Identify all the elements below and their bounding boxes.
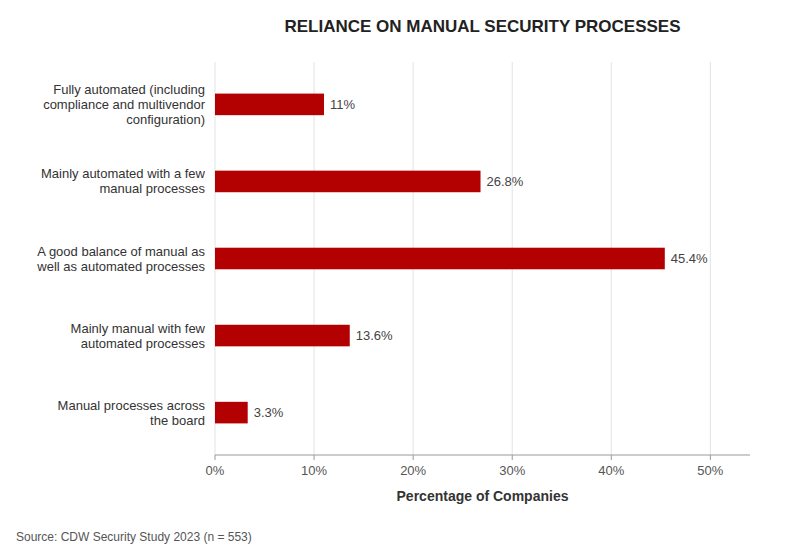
tick-mark (314, 455, 315, 460)
data-label: 3.3% (254, 405, 284, 420)
bar (215, 171, 481, 193)
tick-label: 0% (206, 463, 225, 478)
tick-mark (611, 455, 612, 460)
bar (215, 402, 248, 424)
category-label: Mainly manual with fewautomated processe… (71, 321, 206, 351)
category-label: A good balance of manual aswell as autom… (36, 244, 205, 274)
tick-mark (215, 455, 216, 460)
tick-label: 30% (499, 463, 525, 478)
tick-label: 20% (400, 463, 426, 478)
tick-label: 40% (598, 463, 624, 478)
category-label: Mainly automated with a fewmanual proces… (41, 166, 206, 196)
chart-svg: RELIANCE ON MANUAL SECURITY PROCESSES 0% 1… (0, 0, 800, 553)
category-label: Manual processes acrossthe board (58, 398, 206, 428)
data-label: 11% (330, 97, 355, 112)
bar (215, 248, 665, 270)
grid-line (710, 62, 711, 455)
tick-mark (512, 455, 513, 460)
annotation: Source: CDW Security Study 2023 (n = 553… (16, 530, 252, 544)
data-label: 26.8% (487, 174, 524, 189)
bar (215, 325, 350, 347)
data-label: 13.6% (356, 328, 393, 343)
data-label: 45.4% (671, 251, 708, 266)
tick-label: 50% (697, 463, 723, 478)
tick-label: 10% (301, 463, 327, 478)
bar (215, 94, 324, 116)
tick-mark (413, 455, 414, 460)
x-axis-label: Percentage of Companies (397, 488, 569, 504)
tick-mark (710, 455, 711, 460)
category-label: Fully automated (includingcompliance and… (43, 82, 206, 127)
x-axis-line (215, 455, 750, 456)
grid (215, 62, 710, 455)
bars (215, 94, 665, 424)
chart-container: RELIANCE ON MANUAL SECURITY PROCESSES 0% 1… (0, 0, 800, 553)
title: RELIANCE ON MANUAL SECURITY PROCESSES (284, 17, 680, 36)
